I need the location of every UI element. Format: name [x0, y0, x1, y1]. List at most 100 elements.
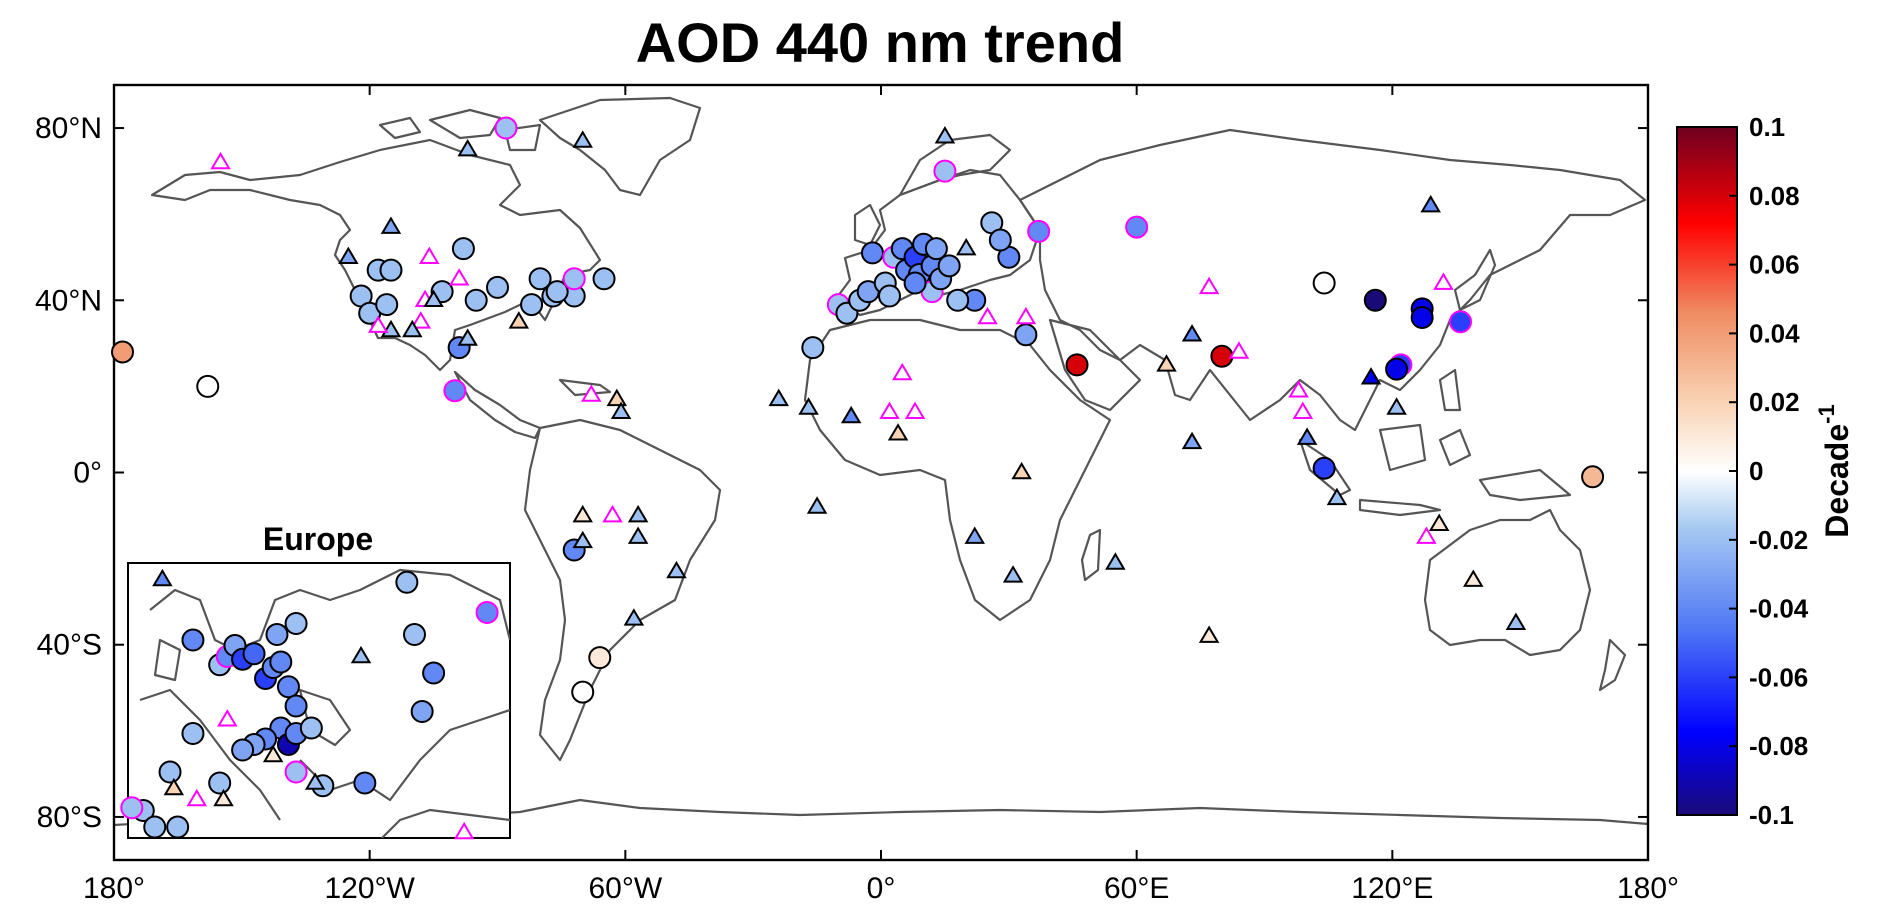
x-tick-label: 60°W — [588, 872, 662, 905]
site-circle-marker — [1210, 344, 1234, 368]
site-triangle-marker — [1420, 194, 1441, 213]
colorbar-label-exponent: -1 — [1814, 404, 1839, 424]
coast-scandinavia — [898, 133, 1012, 197]
coast-north-america — [150, 138, 602, 372]
site-triangle-marker — [453, 821, 475, 840]
site-circle-marker — [379, 258, 403, 282]
colorbar-tick-label: -0.02 — [1749, 525, 1808, 555]
y-tick-label: 80°S — [37, 801, 102, 834]
site-circle-marker — [486, 275, 509, 299]
site-triangle-marker — [217, 709, 238, 727]
site-circle-marker — [208, 771, 232, 795]
site-triangle-marker — [1002, 565, 1024, 583]
site-circle-marker — [924, 237, 948, 261]
colorbar-tick-label: -0.1 — [1749, 800, 1794, 830]
colorbar-tick-label: 0.02 — [1749, 387, 1800, 417]
site-triangle-marker — [623, 608, 645, 626]
site-circle-marker — [299, 716, 323, 740]
europe-inset-coastlines — [139, 568, 510, 838]
coast-central-america — [453, 370, 612, 440]
europe-inset-frame — [127, 562, 511, 839]
site-triangle-marker — [1428, 513, 1450, 531]
x-axis-ticks: 180° 120°W 60°W 0° 60°E 120°E 180° — [83, 85, 1679, 905]
site-triangle-marker — [1326, 487, 1348, 506]
site-circle-marker — [158, 760, 182, 784]
site-triangle-marker — [419, 246, 440, 265]
coast-south-america — [523, 418, 722, 762]
site-triangle-marker — [338, 246, 359, 265]
site-triangle-marker — [262, 744, 284, 763]
site-circle-marker — [988, 228, 1012, 252]
site-circle-marker — [494, 116, 518, 140]
site-circle-marker — [801, 336, 825, 360]
site-circle-marker — [878, 284, 902, 308]
site-circle-marker — [1014, 323, 1038, 347]
site-triangle-marker — [1433, 272, 1454, 290]
site-circle-marker — [946, 288, 970, 312]
site-triangle-marker — [1292, 401, 1314, 420]
site-triangle-marker — [508, 311, 530, 329]
site-triangle-marker — [627, 526, 649, 544]
colorbar-gradient — [1676, 126, 1738, 816]
site-markers — [111, 116, 1605, 704]
coast-greenland — [538, 96, 702, 197]
x-tick-label: 180° — [83, 872, 145, 905]
coast-new-zealand — [1598, 638, 1627, 692]
site-circle-marker — [284, 760, 308, 784]
colorbar-label-text: Decade — [1819, 424, 1855, 538]
site-circle-marker — [1312, 271, 1336, 295]
site-circle-marker — [284, 612, 308, 635]
site-circle-marker — [443, 379, 467, 403]
site-circle-marker — [464, 288, 488, 312]
site-triangle-marker — [1505, 612, 1527, 630]
site-triangle-marker — [1296, 427, 1318, 445]
site-triangle-marker — [350, 645, 372, 664]
site-triangle-marker — [186, 788, 208, 807]
colorbar-tick-label: 0.08 — [1749, 181, 1800, 211]
site-circle-marker — [422, 661, 446, 685]
site-circle-marker — [588, 646, 612, 670]
colorbar-tick-label: 0.04 — [1749, 318, 1800, 348]
site-triangle-marker — [955, 237, 977, 256]
site-triangle-marker — [1463, 569, 1484, 587]
y-tick-label: 40°N — [35, 284, 102, 317]
site-triangle-marker — [1228, 341, 1250, 359]
site-circle-marker — [1027, 219, 1051, 243]
site-triangle-marker — [1181, 324, 1203, 342]
colorbar: 0.1 0.08 0.06 0.04 0.02 0 -0.02 -0.04 -0.06 -0.08… — [1676, 112, 1855, 830]
site-circle-marker — [276, 675, 300, 699]
colorbar-tick-label: 0.06 — [1749, 250, 1800, 280]
site-circle-marker — [451, 237, 475, 261]
site-circle-marker — [1312, 456, 1336, 480]
site-circle-marker — [403, 623, 426, 646]
site-triangle-marker — [1156, 354, 1177, 372]
site-circle-marker — [1065, 353, 1089, 377]
x-tick-label: 120°W — [324, 872, 415, 905]
y-tick-label: 40°S — [37, 629, 102, 662]
site-triangle-marker — [457, 138, 478, 157]
coast-indonesia — [1298, 368, 1572, 517]
site-triangle-marker — [304, 772, 326, 790]
site-triangle-marker — [580, 384, 602, 402]
site-triangle-marker — [798, 397, 819, 415]
site-circle-marker — [1410, 306, 1434, 329]
site-circle-marker — [143, 815, 167, 839]
site-triangle-marker — [606, 388, 628, 407]
coast-madagascar — [1080, 528, 1102, 582]
colorbar-tick-label: -0.06 — [1749, 662, 1808, 692]
site-triangle-marker — [602, 504, 623, 523]
site-triangle-marker — [1011, 461, 1032, 480]
x-tick-label: 180° — [1617, 872, 1679, 905]
site-circle-marker — [284, 694, 308, 718]
x-tick-label: 120°E — [1351, 872, 1433, 905]
site-circle-marker — [1581, 465, 1605, 489]
site-triangle-marker — [1360, 367, 1382, 385]
europe-inset: Europe — [120, 521, 511, 840]
site-triangle-marker — [1198, 625, 1220, 643]
inset-title: Europe — [263, 521, 373, 557]
colorbar-tick-label: -0.04 — [1749, 594, 1809, 624]
site-circle-marker — [242, 642, 266, 666]
site-circle-marker — [181, 722, 205, 745]
site-circle-marker — [528, 267, 552, 291]
